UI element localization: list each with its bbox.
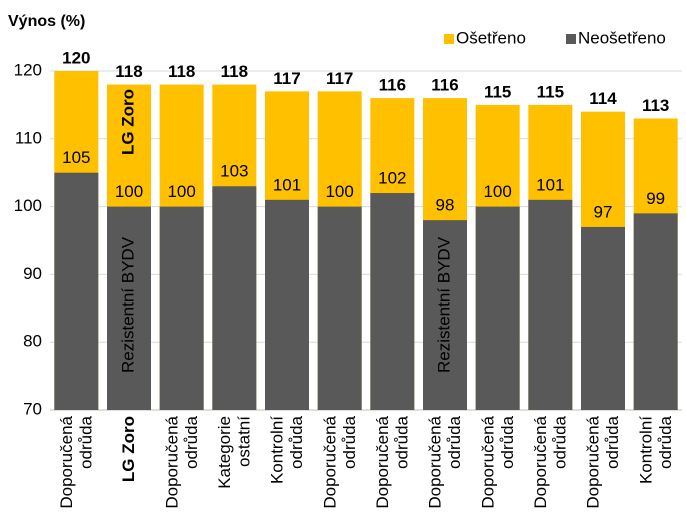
y-tick-label: 110 — [15, 128, 42, 147]
x-tick-label-line: Doporučená — [479, 415, 498, 508]
x-tick-label: Doporučenáodrůda — [373, 415, 412, 508]
value-label: 115 — [537, 82, 564, 101]
y-tick-label: 120 — [14, 60, 42, 79]
y-axis-title: Výnos (%) — [8, 13, 85, 30]
annotation: Rezistentní BYDV — [118, 236, 137, 373]
value-label: 116 — [379, 76, 406, 95]
value-label: 115 — [484, 82, 511, 101]
bar — [581, 226, 625, 410]
x-tick-label-line: odrůda — [498, 415, 517, 468]
value-label: 97 — [594, 202, 613, 221]
bar — [212, 186, 257, 410]
bar — [159, 206, 204, 410]
x-tick-label: LG Zoro — [119, 416, 138, 482]
x-tick-label: Doporučenáodrůda — [479, 415, 518, 508]
value-label: 100 — [167, 182, 195, 201]
x-tick-label-line: odrůda — [182, 415, 201, 468]
value-label: 105 — [62, 148, 90, 167]
y-tick-label: 100 — [14, 196, 42, 215]
value-label: 117 — [273, 69, 300, 88]
y-tick-label: 80 — [23, 332, 42, 351]
value-label: 100 — [115, 182, 143, 201]
value-label: 118 — [221, 62, 248, 81]
value-label: 98 — [436, 196, 455, 215]
value-label: 103 — [220, 162, 248, 181]
annotation: Rezistentní BYDV — [434, 236, 453, 373]
bar — [317, 206, 362, 410]
bar — [265, 199, 309, 410]
x-tick-label-line: Doporučená — [531, 415, 550, 508]
bar — [423, 220, 467, 410]
bar — [107, 206, 151, 410]
value-label: 118 — [168, 62, 195, 81]
x-tick-label-line: Doporučená — [373, 415, 392, 508]
x-tick-label-line: odrůda — [656, 415, 675, 468]
value-label: 120 — [62, 48, 90, 67]
x-tick-label-line: Doporučená — [426, 415, 445, 508]
x-tick-label-line: Doporučená — [584, 415, 603, 508]
bar — [475, 206, 520, 410]
x-tick-label-line: odrůda — [340, 415, 359, 468]
value-label: 116 — [431, 76, 458, 95]
x-tick-label: Doporučenáodrůda — [57, 415, 96, 508]
value-label: 100 — [325, 182, 353, 201]
x-tick-label: Doporučenáodrůda — [163, 415, 202, 508]
value-label: 101 — [273, 175, 301, 194]
annotation: LG Zoro — [118, 89, 137, 155]
x-tick-label-line: Kontrolní — [268, 416, 287, 484]
value-label: 118 — [115, 62, 142, 81]
value-label: 117 — [326, 69, 353, 88]
legend-label: Ošetřeno — [456, 28, 526, 47]
x-tick-label-line: odrůda — [551, 415, 570, 468]
x-tick-label: Doporučenáodrůda — [426, 415, 465, 508]
x-tick-label-line: Doporučená — [163, 415, 182, 508]
value-label: 99 — [646, 189, 665, 208]
x-tick-label: Doporučenáodrůda — [531, 415, 570, 508]
x-tick-label-line: odrůda — [604, 415, 623, 468]
x-tick-label: Kategorieostatní — [215, 416, 254, 489]
x-tick-label: Kontrolníodrůda — [637, 415, 676, 484]
legend-swatch — [444, 34, 454, 44]
x-tick-label-line: Doporučená — [57, 415, 76, 508]
value-label: 101 — [536, 175, 564, 194]
bar — [528, 199, 573, 410]
x-tick-label-line: Kontrolní — [637, 416, 656, 484]
x-tick-label-line: Doporučená — [321, 415, 340, 508]
x-tick-label-line: odrůda — [288, 415, 307, 468]
legend-swatch — [566, 34, 576, 44]
bar — [54, 172, 99, 410]
x-tick-label-line: odrůda — [77, 415, 96, 468]
x-tick-label: Doporučenáodrůda — [321, 415, 360, 508]
x-tick-label-line: odrůda — [393, 415, 412, 468]
x-tick-label-line: LG Zoro — [119, 416, 138, 482]
bar — [370, 193, 415, 410]
value-label: 100 — [483, 182, 511, 201]
x-tick-label-line: odrůda — [446, 415, 465, 468]
x-tick-label: Kontrolníodrůda — [268, 415, 307, 484]
bar — [633, 213, 678, 410]
y-tick-label: 70 — [23, 399, 42, 418]
value-label: 102 — [378, 169, 406, 188]
value-label: 113 — [642, 96, 669, 115]
x-tick-label-line: Kategorie — [215, 416, 234, 489]
legend-label: Neošetřeno — [578, 28, 666, 47]
value-label: 114 — [589, 89, 617, 108]
y-tick-label: 90 — [23, 264, 42, 283]
x-tick-label: Doporučenáodrůda — [584, 415, 623, 508]
x-tick-label-line: ostatní — [235, 416, 254, 467]
